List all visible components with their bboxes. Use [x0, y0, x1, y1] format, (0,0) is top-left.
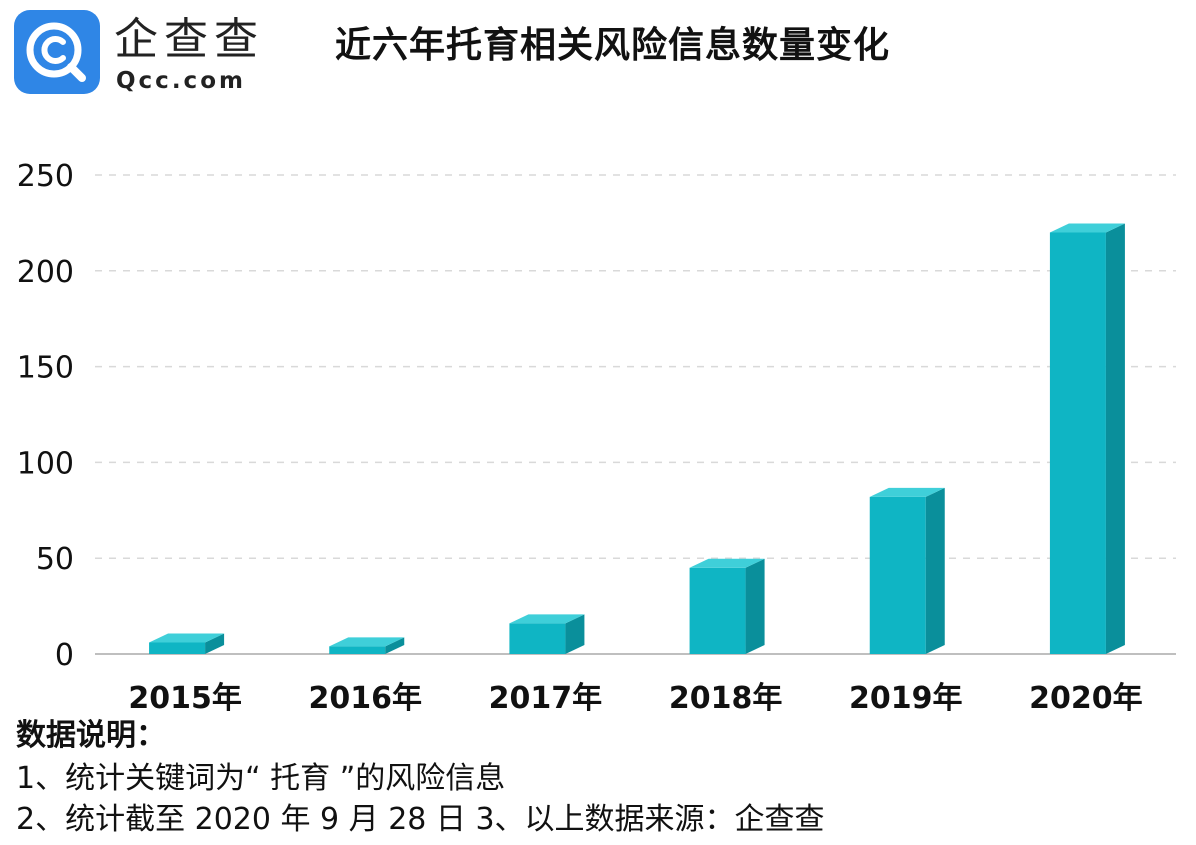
- bar-front: [1049, 232, 1106, 655]
- x-tick-label: 2016年: [309, 681, 423, 716]
- bar-top: [509, 614, 585, 624]
- bar: [149, 633, 225, 654]
- y-tick-label: 150: [17, 351, 74, 386]
- bar: [509, 614, 585, 654]
- bar-side: [745, 558, 765, 654]
- y-tick-label: 50: [36, 542, 74, 577]
- bar-side: [565, 614, 585, 654]
- y-tick-label: 100: [17, 446, 74, 481]
- bar: [329, 637, 405, 654]
- x-tick-label: 2015年: [128, 681, 242, 716]
- note-line-2: 2、统计截至 2020 年 9 月 28 日 3、以上数据来源：企查查: [16, 802, 825, 837]
- bar-side: [385, 637, 405, 654]
- chart-title: 近六年托育相关风险信息数量变化: [335, 25, 891, 66]
- notes-heading: 数据说明：: [16, 718, 166, 753]
- bar-side: [925, 487, 945, 654]
- bar-front: [329, 646, 386, 654]
- bar-top: [1049, 223, 1125, 233]
- x-tick-label: 2017年: [489, 681, 603, 716]
- bar: [1049, 223, 1125, 655]
- bar-front: [149, 642, 206, 654]
- y-tick-label: 250: [17, 159, 74, 194]
- x-tick-label: 2019年: [849, 681, 963, 716]
- bar-side: [1105, 223, 1125, 655]
- note-line-1: 1、统计关键词为“ 托育 ”的风险信息: [16, 761, 506, 796]
- bar-front: [509, 623, 566, 654]
- y-tick-label: 0: [55, 638, 74, 673]
- bar-top: [149, 633, 225, 643]
- bar: [689, 558, 765, 654]
- bar-top: [689, 558, 765, 568]
- y-tick-label: 200: [17, 255, 74, 290]
- bar-front: [689, 567, 746, 654]
- bar-top: [329, 637, 405, 647]
- bar-front: [869, 496, 926, 654]
- x-tick-label: 2020年: [1029, 681, 1143, 716]
- qcc-logo-icon: [14, 10, 100, 94]
- logo-name: 企查查: [114, 14, 264, 65]
- bar: [869, 487, 945, 654]
- logo-domain: Qcc.com: [116, 68, 246, 94]
- qcc-logo: 企查查 Qcc.com: [14, 10, 264, 96]
- bar-side: [205, 633, 225, 654]
- bar-top: [869, 487, 945, 497]
- x-tick-label: 2018年: [669, 681, 783, 716]
